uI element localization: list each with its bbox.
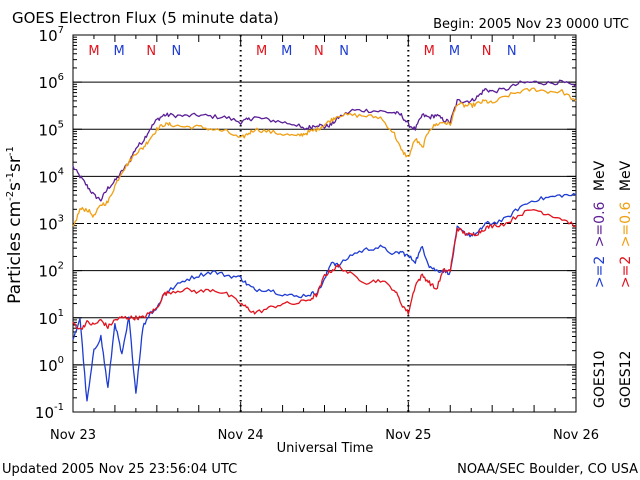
marker-m: M bbox=[281, 44, 292, 59]
y-tick-label: 102 bbox=[39, 261, 64, 281]
y-tick-label: 107 bbox=[39, 25, 64, 45]
y-label-exp3: -1 bbox=[5, 146, 16, 156]
chart-title: GOES Electron Flux (5 minute data) bbox=[12, 9, 279, 27]
y-tick-label: 101 bbox=[39, 308, 64, 328]
y-label-base: Particles cm bbox=[5, 201, 25, 304]
x-tick-label: Nov 23 bbox=[50, 428, 96, 443]
begin-label: Begin: 2005 Nov 23 0000 UTC bbox=[433, 17, 629, 32]
legend: GOES10 >=2 >=0.6 MeV GOES12 >=2 >=0.6 Me… bbox=[592, 160, 634, 408]
series-line bbox=[72, 209, 577, 330]
y-tick-label: 10-1 bbox=[35, 402, 64, 422]
marker-n: N bbox=[146, 44, 156, 59]
legend-goes12-e06: >=0.6 bbox=[618, 201, 634, 247]
y-label-exp2: -1 bbox=[5, 172, 16, 182]
updated-label: Updated 2005 Nov 25 23:56:04 UTC bbox=[2, 462, 237, 477]
y-tick-label: 106 bbox=[39, 72, 64, 92]
y-label-s: s bbox=[5, 182, 25, 191]
legend-goes12-e2: >=2 bbox=[618, 256, 634, 288]
marker-n: N bbox=[482, 44, 492, 59]
series-layer bbox=[72, 79, 577, 402]
legend-goes10-sat: GOES10 bbox=[592, 351, 608, 408]
legend-goes10: GOES10 >=2 >=0.6 MeV bbox=[592, 160, 608, 408]
y-tick-label: 105 bbox=[39, 119, 64, 139]
series-line bbox=[72, 87, 577, 227]
y-tick-label: 103 bbox=[39, 214, 64, 234]
legend-goes12-sat: GOES12 bbox=[618, 351, 634, 408]
x-tick-label: Nov 25 bbox=[385, 428, 431, 443]
y-tick-label: 100 bbox=[39, 355, 64, 375]
credit-label: NOAA/SEC Boulder, CO USA bbox=[457, 462, 638, 477]
marker-n: N bbox=[314, 44, 324, 59]
marker-m: M bbox=[424, 44, 435, 59]
marker-n: N bbox=[172, 44, 182, 59]
y-tick-label: 104 bbox=[39, 166, 64, 186]
marker-n: N bbox=[507, 44, 517, 59]
x-tick-label: Nov 26 bbox=[553, 428, 599, 443]
legend-goes10-e2: >=2 bbox=[592, 256, 608, 288]
marker-n: N bbox=[339, 44, 349, 59]
x-axis: Nov 23 Nov 24 Nov 25 Nov 26 bbox=[50, 35, 599, 443]
y-axis-label: Particles cm-2s-1sr-1 bbox=[5, 146, 25, 304]
marker-m: M bbox=[449, 44, 460, 59]
y-label-sr: sr bbox=[5, 156, 25, 172]
legend-goes10-e06: >=0.6 bbox=[592, 201, 608, 247]
series-line bbox=[72, 79, 577, 202]
x-tick-label: Nov 24 bbox=[218, 428, 264, 443]
marker-m: M bbox=[256, 44, 267, 59]
legend-goes12-unit: MeV bbox=[618, 160, 634, 191]
legend-goes12: GOES12 >=2 >=0.6 MeV bbox=[618, 160, 634, 408]
x-axis-label: Universal Time bbox=[277, 441, 374, 456]
legend-goes10-unit: MeV bbox=[592, 160, 608, 191]
y-label-exp1: -2 bbox=[5, 191, 16, 201]
marker-m: M bbox=[88, 44, 99, 59]
marker-m: M bbox=[113, 44, 124, 59]
y-axis: 10-1 100 101 102 103 104 105 106 107 bbox=[35, 25, 576, 422]
